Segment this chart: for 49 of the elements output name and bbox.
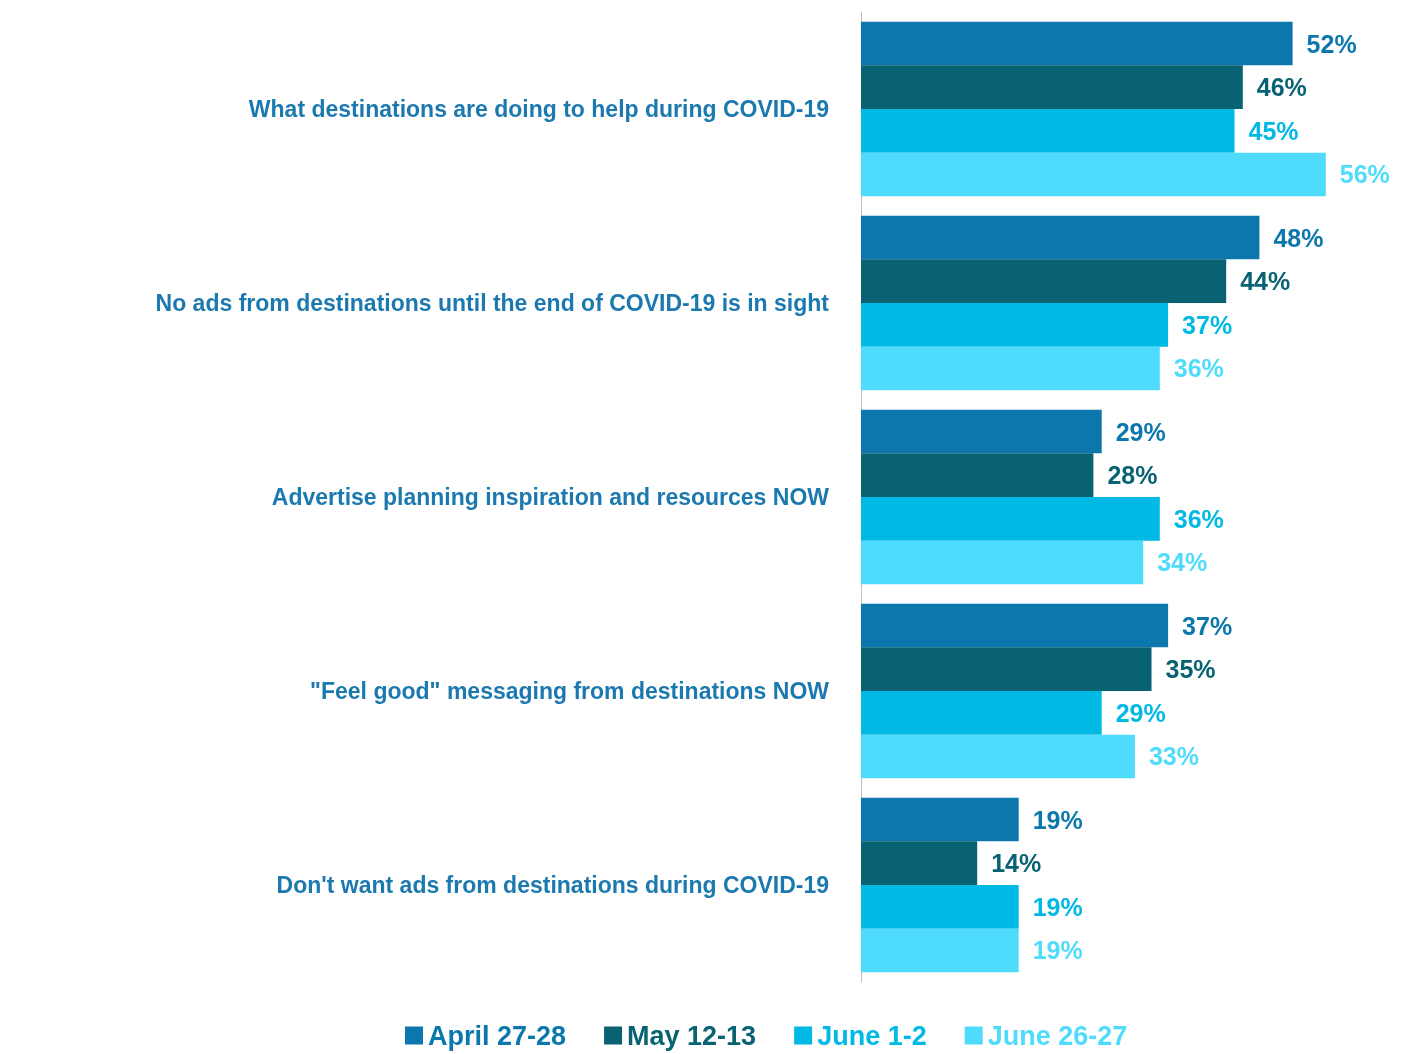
y-tick-label: No ads from destinations until the end of COVID-19 is in sight	[155, 290, 830, 316]
data-label: 19%	[1032, 892, 1083, 921]
data-label: 33%	[1148, 742, 1199, 771]
data-label: 14%	[991, 849, 1042, 878]
bar	[861, 497, 1160, 541]
legend-label: June 26-27	[987, 1020, 1128, 1051]
data-label: 36%	[1173, 354, 1224, 383]
data-label: 35%	[1165, 655, 1216, 684]
legend-label: May 12-13	[627, 1020, 757, 1051]
bar	[861, 215, 1260, 260]
bar	[861, 734, 1135, 779]
data-label: 37%	[1182, 611, 1233, 640]
bar	[861, 885, 1019, 929]
legend-label: April 27-28	[428, 1020, 567, 1051]
data-label: 45%	[1248, 116, 1299, 145]
bar	[861, 928, 1019, 973]
data-label: 52%	[1306, 29, 1357, 58]
y-tick-label: What destinations are doing to help during COVID-19	[248, 96, 829, 122]
bar	[861, 841, 978, 885]
bar	[861, 797, 1019, 842]
bar	[861, 453, 1094, 497]
data-label: 29%	[1115, 417, 1166, 446]
data-label: 36%	[1173, 504, 1224, 533]
bar	[861, 691, 1102, 735]
bar	[861, 152, 1326, 197]
data-label: 29%	[1115, 698, 1166, 727]
bar	[861, 409, 1102, 454]
bar	[861, 259, 1227, 303]
y-tick-label: "Feel good" messaging from destinations NOW	[310, 678, 830, 704]
data-label: 48%	[1273, 223, 1324, 252]
data-label: 19%	[1032, 936, 1083, 965]
y-tick-label: Advertise planning inspiration and resources NOW	[271, 484, 830, 510]
bar	[861, 109, 1235, 153]
bar	[861, 65, 1243, 109]
bar	[861, 603, 1169, 648]
bar	[861, 346, 1160, 391]
bar	[861, 647, 1152, 691]
data-label: 34%	[1157, 548, 1208, 577]
bar	[861, 303, 1169, 347]
bar	[861, 540, 1144, 585]
y-tick-label: Don't want ads from destinations during COVID-19	[276, 872, 829, 898]
data-label: 44%	[1240, 267, 1291, 296]
legend-label: June 1-2	[817, 1020, 927, 1051]
data-label: 46%	[1256, 73, 1307, 102]
data-label: 19%	[1032, 805, 1083, 834]
data-label: 56%	[1339, 160, 1390, 189]
data-label: 28%	[1107, 461, 1158, 490]
bar	[861, 21, 1293, 66]
data-label: 37%	[1182, 310, 1233, 339]
